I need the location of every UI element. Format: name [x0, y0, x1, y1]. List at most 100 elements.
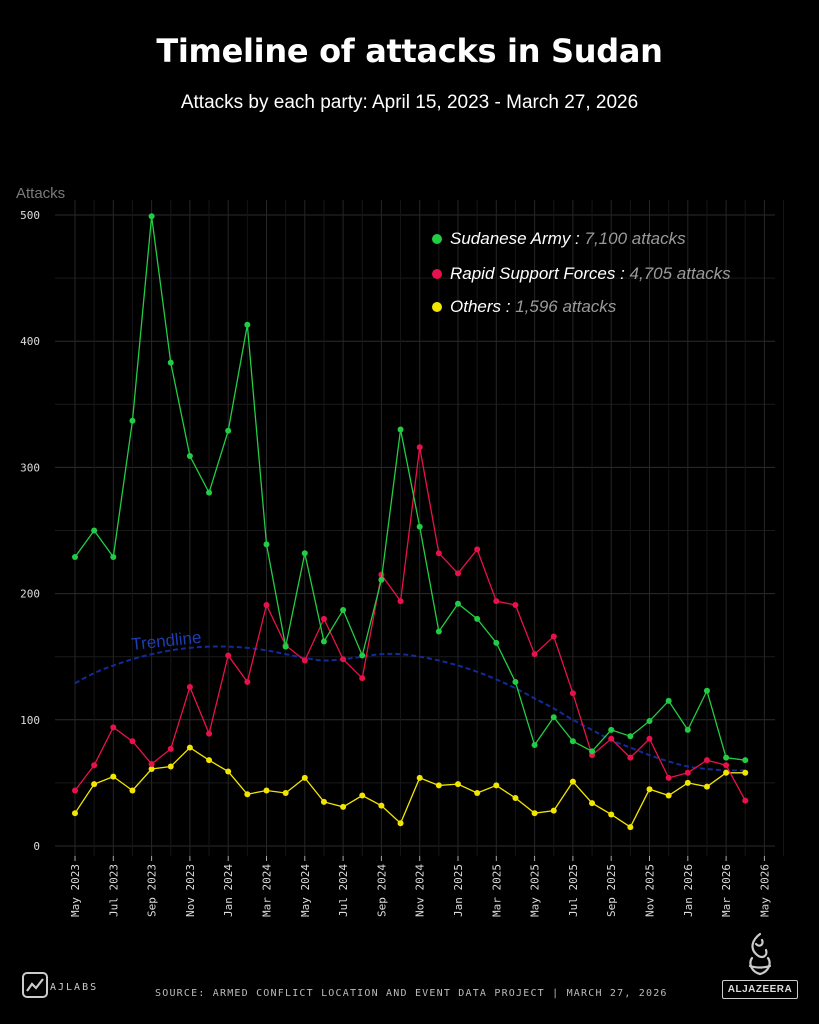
data-point-rapid-support-forces: [512, 601, 519, 608]
chart-grid: [55, 200, 785, 856]
data-point-others: [589, 800, 596, 807]
data-point-rapid-support-forces: [493, 598, 500, 605]
data-point-rapid-support-forces: [703, 757, 710, 764]
data-point-sudanese-army: [225, 427, 232, 434]
aljazeera-calligraphy-icon: [748, 932, 772, 976]
data-point-others: [397, 820, 404, 827]
x-tick-label: Jan 2025: [452, 864, 465, 917]
y-tick-label: 200: [20, 588, 40, 601]
data-point-others: [148, 766, 155, 773]
data-point-sudanese-army: [148, 213, 155, 220]
x-tick-label: Jul 2024: [337, 864, 350, 917]
x-tick-label: Mar 2024: [261, 864, 274, 917]
y-axis-label: Attacks: [16, 185, 65, 202]
data-point-others: [263, 787, 270, 794]
series-line-rapid-support-forces: [74, 447, 746, 801]
data-point-others: [665, 792, 672, 799]
data-point-sudanese-army: [531, 742, 538, 749]
x-tick-label: Sep 2024: [375, 864, 388, 917]
data-point-others: [531, 810, 538, 817]
x-tick-label: Nov 2023: [184, 864, 197, 917]
data-point-others: [416, 774, 423, 781]
data-point-sudanese-army: [320, 638, 327, 645]
data-point-sudanese-army: [282, 643, 289, 650]
x-axis-ticks: May 2023 Jul 2023 Sep 2023 Nov 2023 Jan 2024…: [69, 856, 771, 917]
data-point-rapid-support-forces: [723, 762, 730, 769]
data-point-others: [225, 768, 232, 775]
data-point-rapid-support-forces: [627, 754, 634, 761]
data-point-rapid-support-forces: [225, 652, 232, 659]
data-point-sudanese-army: [263, 541, 270, 548]
data-point-rapid-support-forces: [263, 601, 270, 608]
ajlabs-logo: AJLABS: [22, 972, 122, 1002]
data-point-others: [512, 795, 519, 802]
data-point-rapid-support-forces: [359, 675, 366, 682]
series-line-sudanese-army: [74, 216, 746, 761]
trendline: [74, 645, 746, 772]
data-point-sudanese-army: [244, 321, 251, 328]
data-point-sudanese-army: [435, 628, 442, 635]
data-point-others: [455, 781, 461, 788]
legend-series-name: Rapid Support Forces :: [450, 264, 630, 283]
x-tick-label: Jul 2025: [567, 864, 580, 917]
ajlabs-wordmark: AJLABS: [50, 982, 99, 993]
trendline-group: [74, 645, 746, 772]
data-point-others: [91, 781, 98, 788]
series-group: [72, 213, 749, 831]
data-point-rapid-support-forces: [684, 769, 691, 776]
data-point-sudanese-army: [129, 417, 136, 424]
legend-entry-sudanese-army: Sudanese Army : 7,100 attacks: [450, 229, 686, 248]
aljazeera-logo: ALJAZEERA: [722, 930, 798, 1000]
page-subtitle: Attacks by each party: April 15, 2023 - …: [180, 92, 639, 113]
x-tick-label: May 2023: [69, 864, 82, 917]
data-point-others: [723, 769, 730, 776]
data-point-sudanese-army: [474, 615, 481, 622]
legend-series-total: 7,100 attacks: [585, 229, 687, 248]
data-point-others: [282, 789, 289, 796]
data-point-rapid-support-forces: [301, 657, 308, 664]
data-point-others: [493, 782, 500, 789]
data-point-sudanese-army: [703, 687, 710, 694]
data-point-sudanese-army: [646, 718, 653, 725]
data-point-rapid-support-forces: [91, 762, 98, 769]
data-point-rapid-support-forces: [206, 730, 213, 737]
data-point-others: [320, 798, 327, 805]
attacks-line-chart: Attacks 0 100 200 300 400 500 May 2023 Jul 202…: [16, 185, 785, 917]
data-point-sudanese-army: [627, 733, 634, 740]
data-point-rapid-support-forces: [244, 678, 251, 685]
data-point-sudanese-army: [455, 600, 461, 607]
y-tick-label: 300: [20, 461, 40, 474]
data-point-rapid-support-forces: [416, 444, 423, 451]
page-title: Timeline of attacks in Sudan: [156, 32, 663, 70]
data-point-others: [474, 789, 481, 796]
data-point-rapid-support-forces: [435, 550, 442, 557]
x-tick-label: Jul 2023: [107, 864, 120, 917]
chart-legend: Sudanese Army : 7,100 attacks Rapid Suppo…: [432, 229, 731, 316]
legend-series-total: 1,596 attacks: [515, 297, 617, 316]
data-point-rapid-support-forces: [531, 651, 538, 658]
data-point-others: [646, 786, 653, 793]
data-point-rapid-support-forces: [550, 633, 557, 640]
data-point-others: [206, 757, 213, 764]
data-point-others: [129, 787, 136, 794]
legend-series-total: 4,705 attacks: [630, 264, 732, 283]
series-line-others: [74, 746, 746, 829]
data-point-rapid-support-forces: [569, 690, 576, 697]
data-point-sudanese-army: [665, 697, 672, 704]
data-point-rapid-support-forces: [186, 683, 193, 690]
y-tick-label: 0: [33, 840, 40, 853]
data-point-sudanese-army: [91, 527, 98, 534]
data-point-sudanese-army: [301, 550, 308, 557]
x-tick-label: May 2025: [529, 864, 542, 917]
data-point-others: [378, 802, 385, 809]
data-point-sudanese-army: [684, 726, 691, 733]
x-tick-label: Jan 2024: [222, 864, 235, 917]
data-point-others: [244, 791, 251, 798]
data-point-others: [340, 803, 347, 810]
data-point-rapid-support-forces: [742, 797, 749, 804]
data-point-sudanese-army: [110, 554, 117, 561]
data-point-rapid-support-forces: [340, 656, 347, 663]
x-tick-label: Sep 2023: [146, 864, 159, 917]
data-point-rapid-support-forces: [148, 760, 155, 767]
data-point-sudanese-army: [512, 678, 519, 685]
